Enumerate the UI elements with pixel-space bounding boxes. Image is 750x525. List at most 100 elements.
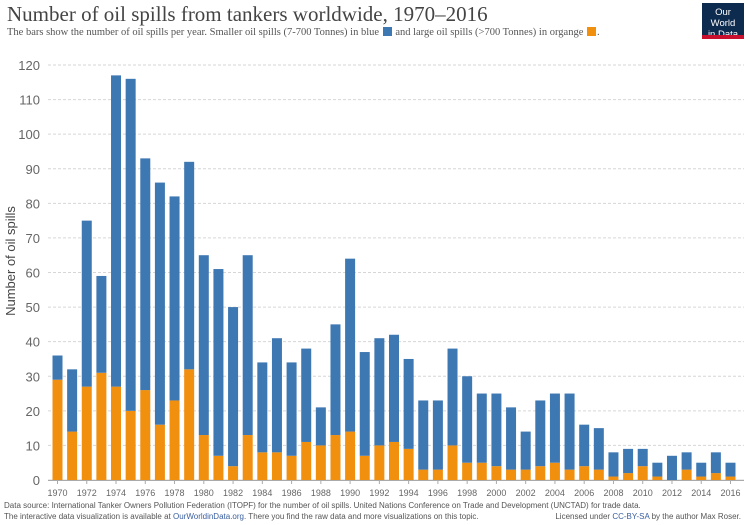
bar-large-1981[interactable] bbox=[213, 455, 224, 480]
bar-large-1986[interactable] bbox=[286, 455, 297, 480]
bar-small-1972[interactable] bbox=[81, 220, 92, 387]
bar-small-1986[interactable] bbox=[286, 362, 297, 456]
bar-large-1993[interactable] bbox=[389, 441, 399, 480]
bar-large-2002[interactable] bbox=[520, 469, 531, 480]
bar-small-1990[interactable] bbox=[345, 258, 356, 432]
bar-small-2012[interactable] bbox=[666, 455, 677, 480]
bar-small-2007[interactable] bbox=[593, 428, 604, 470]
bar-large-1995[interactable] bbox=[418, 469, 429, 480]
bar-large-1972[interactable] bbox=[81, 386, 92, 480]
bar-large-1974[interactable] bbox=[111, 386, 122, 480]
bar-small-1994[interactable] bbox=[403, 358, 414, 449]
bar-small-2003[interactable] bbox=[535, 400, 546, 467]
bar-small-1974[interactable] bbox=[111, 75, 122, 387]
bar-large-2004[interactable] bbox=[549, 462, 560, 480]
bar-small-2004[interactable] bbox=[549, 393, 560, 463]
bar-small-1992[interactable] bbox=[374, 338, 385, 446]
bar-large-1988[interactable] bbox=[315, 445, 326, 480]
bar-small-1977[interactable] bbox=[154, 182, 165, 425]
bar-large-1970[interactable] bbox=[52, 379, 63, 480]
bar-large-1990[interactable] bbox=[345, 431, 356, 480]
owid-link[interactable]: OurWorldinData.org bbox=[173, 512, 244, 521]
bar-large-2011[interactable] bbox=[652, 476, 663, 480]
bar-small-1995[interactable] bbox=[418, 400, 429, 470]
bar-large-1984[interactable] bbox=[257, 452, 268, 480]
bar-small-2016[interactable] bbox=[725, 462, 736, 477]
bar-large-1982[interactable] bbox=[228, 466, 239, 480]
bar-small-1989[interactable] bbox=[330, 324, 341, 436]
bar-large-1999[interactable] bbox=[476, 462, 487, 480]
bar-small-1975[interactable] bbox=[125, 78, 136, 411]
bar-small-1981[interactable] bbox=[213, 269, 224, 456]
bar-large-2001[interactable] bbox=[506, 469, 517, 480]
x-tick-label: 2012 bbox=[662, 488, 682, 498]
bar-small-1985[interactable] bbox=[271, 338, 282, 453]
bar-large-2005[interactable] bbox=[564, 469, 575, 480]
bar-small-2005[interactable] bbox=[564, 393, 575, 470]
bar-small-1997[interactable] bbox=[447, 348, 458, 446]
bar-small-1970[interactable] bbox=[52, 355, 63, 380]
bar-small-2009[interactable] bbox=[623, 448, 634, 474]
bar-small-1980[interactable] bbox=[198, 255, 209, 436]
bar-large-2007[interactable] bbox=[593, 469, 604, 480]
bar-small-1973[interactable] bbox=[96, 275, 107, 373]
bar-small-2008[interactable] bbox=[608, 452, 619, 477]
bar-small-2013[interactable] bbox=[681, 452, 692, 470]
bar-large-1979[interactable] bbox=[184, 369, 195, 480]
bar-small-1971[interactable] bbox=[67, 369, 78, 432]
bar-small-1988[interactable] bbox=[315, 407, 326, 446]
bar-large-1975[interactable] bbox=[125, 410, 136, 480]
bar-small-1983[interactable] bbox=[242, 255, 253, 436]
bar-large-1991[interactable] bbox=[359, 455, 370, 480]
bar-large-2003[interactable] bbox=[535, 466, 546, 480]
bar-large-2006[interactable] bbox=[579, 466, 590, 480]
bar-large-2014[interactable] bbox=[696, 476, 707, 480]
bar-large-1973[interactable] bbox=[96, 372, 107, 480]
bar-small-2006[interactable] bbox=[579, 424, 590, 467]
bar-small-2011[interactable] bbox=[652, 462, 663, 477]
bar-large-1989[interactable] bbox=[330, 435, 341, 480]
bar-large-2015[interactable] bbox=[710, 473, 721, 480]
y-tick-label: 30 bbox=[26, 369, 40, 384]
bar-large-2013[interactable] bbox=[681, 469, 692, 480]
bar-large-2009[interactable] bbox=[623, 473, 634, 480]
bar-large-1987[interactable] bbox=[301, 441, 312, 480]
bar-small-1996[interactable] bbox=[432, 400, 443, 470]
bar-small-2014[interactable] bbox=[696, 462, 707, 477]
bar-large-1992[interactable] bbox=[374, 445, 385, 480]
bar-small-1993[interactable] bbox=[389, 334, 399, 442]
bar-small-1987[interactable] bbox=[301, 348, 312, 442]
bar-large-1997[interactable] bbox=[447, 445, 458, 480]
bar-large-1976[interactable] bbox=[140, 390, 151, 480]
bar-small-2000[interactable] bbox=[491, 393, 502, 467]
bar-small-2010[interactable] bbox=[637, 448, 648, 467]
bar-small-1976[interactable] bbox=[140, 158, 151, 391]
bar-small-2002[interactable] bbox=[520, 431, 531, 470]
our-world-in-data-logo[interactable]: Our World in Data bbox=[702, 3, 744, 40]
bar-small-1984[interactable] bbox=[257, 362, 268, 453]
bar-large-1985[interactable] bbox=[271, 452, 282, 480]
bar-large-2016[interactable] bbox=[725, 476, 736, 480]
bar-large-1998[interactable] bbox=[462, 462, 473, 480]
license-link[interactable]: CC-BY-SA bbox=[612, 512, 650, 521]
bar-large-1978[interactable] bbox=[169, 400, 180, 480]
bar-large-1971[interactable] bbox=[67, 431, 78, 480]
bar-small-1982[interactable] bbox=[228, 307, 239, 467]
bar-large-1983[interactable] bbox=[242, 435, 253, 480]
bar-large-2008[interactable] bbox=[608, 476, 619, 480]
bar-large-1980[interactable] bbox=[198, 435, 209, 480]
bar-small-2001[interactable] bbox=[506, 407, 517, 470]
bar-small-1978[interactable] bbox=[169, 196, 180, 401]
x-tick-label: 1994 bbox=[399, 488, 419, 498]
bar-small-1991[interactable] bbox=[359, 352, 370, 456]
bar-large-1977[interactable] bbox=[154, 424, 165, 480]
bar-large-2010[interactable] bbox=[637, 466, 648, 480]
bar-large-2000[interactable] bbox=[491, 466, 502, 480]
bar-small-1998[interactable] bbox=[462, 376, 473, 463]
bar-small-2015[interactable] bbox=[710, 452, 721, 474]
x-tick-label: 1986 bbox=[282, 488, 302, 498]
bar-small-1979[interactable] bbox=[184, 161, 195, 370]
bar-large-1994[interactable] bbox=[403, 448, 414, 480]
bar-small-1999[interactable] bbox=[476, 393, 487, 463]
bar-large-1996[interactable] bbox=[432, 469, 443, 480]
